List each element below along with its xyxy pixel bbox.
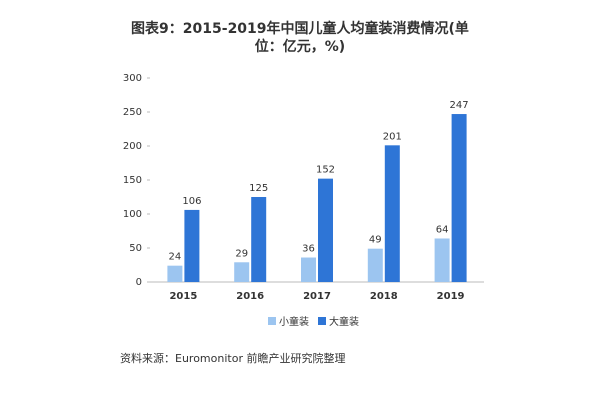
x-tick-label: 2015 — [169, 291, 197, 302]
y-tick-label: 0 — [136, 277, 142, 288]
value-label: 125 — [249, 183, 268, 194]
value-label: 201 — [383, 131, 402, 142]
legend-swatch — [318, 317, 326, 325]
bar — [451, 114, 467, 282]
y-tick-label: 150 — [123, 175, 142, 186]
x-tick-label: 2017 — [303, 291, 331, 302]
y-tick-label: 100 — [123, 209, 142, 220]
y-tick-label: 50 — [129, 243, 142, 254]
value-label: 29 — [235, 248, 248, 259]
value-label: 24 — [169, 252, 182, 263]
value-label: 36 — [302, 244, 315, 255]
legend-swatch — [268, 317, 276, 325]
legend-label: 大童装 — [329, 315, 359, 328]
source-note: 资料来源：Euromonitor 前瞻产业研究院整理 — [120, 352, 346, 365]
x-tick-label: 2018 — [370, 291, 398, 302]
x-tick-label: 2016 — [236, 291, 264, 302]
bar — [251, 197, 267, 282]
y-tick-label: 250 — [123, 107, 142, 118]
bar — [434, 238, 450, 282]
value-label: 106 — [182, 196, 201, 207]
bar — [234, 262, 250, 282]
y-tick-label: 200 — [123, 141, 142, 152]
x-tick-label: 2019 — [437, 291, 465, 302]
bar — [301, 257, 316, 282]
bar — [318, 178, 333, 282]
chart-title: 图表9：2015-2019年中国儿童人均童装消费情况(单位：亿元，%) — [131, 21, 469, 55]
value-label: 152 — [316, 165, 335, 176]
value-label: 49 — [369, 235, 382, 246]
value-label: 64 — [436, 224, 449, 235]
bar — [384, 145, 400, 282]
bar — [167, 265, 183, 282]
value-label: 247 — [450, 100, 469, 111]
bar — [367, 248, 383, 282]
y-tick-label: 300 — [123, 73, 142, 84]
bar — [184, 209, 200, 282]
legend-label: 小童装 — [279, 315, 309, 328]
